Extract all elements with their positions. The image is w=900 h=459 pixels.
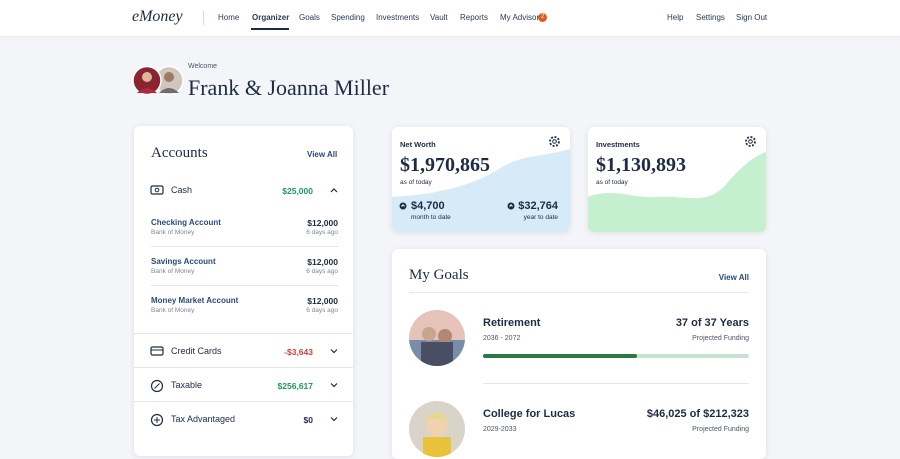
taxable-icon (150, 379, 164, 393)
divider (134, 333, 353, 334)
collapse-chevron[interactable] (329, 186, 339, 194)
nav-link[interactable]: Help (667, 13, 684, 22)
view-all-link[interactable]: View All (307, 150, 338, 159)
investments-sparkline (588, 152, 766, 232)
updated: 6 days ago (306, 307, 338, 314)
group-name[interactable]: Taxable (171, 380, 203, 390)
advisor-badge: 2 (538, 13, 547, 22)
welcome-label: Welcome (188, 63, 218, 70)
credit-card-icon (150, 346, 164, 356)
account-name[interactable]: Savings Account (151, 257, 216, 266)
cash-icon (150, 185, 164, 195)
nav-link[interactable]: My Advisor (500, 13, 540, 22)
goal-years: 2029-2033 (483, 426, 517, 433)
card-title: Accounts (151, 145, 208, 161)
divider (483, 383, 749, 384)
account-amount: $12,000 (307, 296, 338, 306)
change-value: $4,700 (411, 200, 445, 212)
settings-icon[interactable] (744, 135, 757, 148)
divider (151, 285, 338, 286)
change-label: month to date (411, 214, 451, 221)
goal-status-label: Projected Funding (692, 426, 749, 433)
change-value: $32,764 (518, 200, 558, 212)
as-of: as of today (400, 179, 432, 186)
updated: 6 days ago (306, 268, 338, 275)
progress-fill (483, 354, 637, 358)
avatars (132, 65, 184, 96)
account-amount: $12,000 (307, 218, 338, 228)
view-all-link[interactable]: View All (718, 273, 749, 282)
group-total: $25,000 (282, 186, 313, 196)
as-of: as of today (596, 179, 628, 186)
institution: Bank of Money (151, 307, 195, 314)
net-worth-sparkline (392, 149, 570, 232)
nav-link[interactable]: Sign Out (736, 13, 768, 22)
accounts-card: Accounts View All Cash $25,000 Checking … (134, 126, 353, 456)
tax-advantaged-icon (150, 413, 164, 427)
divider (409, 292, 749, 293)
household-name: Frank & Joanna Miller (188, 75, 390, 100)
goal-photo (409, 310, 465, 366)
divider (134, 367, 353, 368)
nav-link[interactable]: Vault (430, 13, 448, 22)
change-label: year to date (523, 214, 558, 221)
divider (151, 246, 338, 247)
goal-status-label: Projected Funding (692, 335, 749, 342)
group-total: $0 (303, 415, 313, 425)
nav-link-active[interactable]: Organizer (252, 13, 290, 22)
updated: 6 days ago (306, 229, 338, 236)
goal-name[interactable]: Retirement (483, 317, 541, 329)
divider (134, 401, 353, 402)
goal-years: 2036 - 2072 (483, 335, 521, 342)
investments-value: $1,130,893 (596, 154, 686, 176)
group-name[interactable]: Tax Advantaged (171, 414, 236, 424)
group-total: $256,617 (277, 381, 313, 391)
top-nav: eMoney Home Organizer Goals Spending Inv… (0, 0, 900, 37)
up-arrow-icon (507, 202, 515, 210)
net-worth-value: $1,970,865 (400, 154, 490, 176)
settings-icon[interactable] (548, 135, 561, 148)
expand-chevron[interactable] (329, 415, 339, 423)
nav-link[interactable]: Settings (696, 13, 725, 22)
goal-photo (409, 401, 465, 457)
group-name[interactable]: Cash (171, 185, 193, 195)
group-name[interactable]: Credit Cards (171, 346, 222, 356)
up-arrow-icon (399, 202, 407, 210)
logo[interactable]: eMoney (132, 8, 183, 25)
account-amount: $12,000 (307, 257, 338, 267)
active-underline (251, 28, 289, 30)
expand-chevron[interactable] (329, 347, 339, 355)
nav-link[interactable]: Reports (460, 13, 489, 22)
nav-separator (203, 11, 204, 25)
investments-card[interactable]: Investments $1,130,893 as of today (588, 127, 766, 232)
nav-link[interactable]: Goals (299, 13, 320, 22)
card-title: Investments (596, 140, 640, 149)
card-title: My Goals (409, 267, 469, 283)
group-total: -$3,643 (284, 347, 313, 357)
account-name[interactable]: Money Market Account (151, 296, 239, 305)
nav-link[interactable]: Investments (376, 13, 420, 22)
goals-card: My Goals View All Retirement 2036 - 2072… (392, 249, 766, 459)
goal-status: 37 of 37 Years (675, 317, 749, 329)
institution: Bank of Money (151, 229, 195, 236)
card-title: Net Worth (400, 140, 436, 149)
net-worth-card[interactable]: Net Worth $1,970,865 as of today $4,700 … (392, 127, 570, 232)
nav-link[interactable]: Spending (331, 13, 365, 22)
goal-name[interactable]: College for Lucas (483, 408, 576, 420)
nav-link[interactable]: Home (218, 13, 240, 22)
goal-status: $46,025 of $212,323 (646, 408, 749, 420)
account-name[interactable]: Checking Account (151, 218, 221, 227)
institution: Bank of Money (151, 268, 195, 275)
expand-chevron[interactable] (329, 381, 339, 389)
